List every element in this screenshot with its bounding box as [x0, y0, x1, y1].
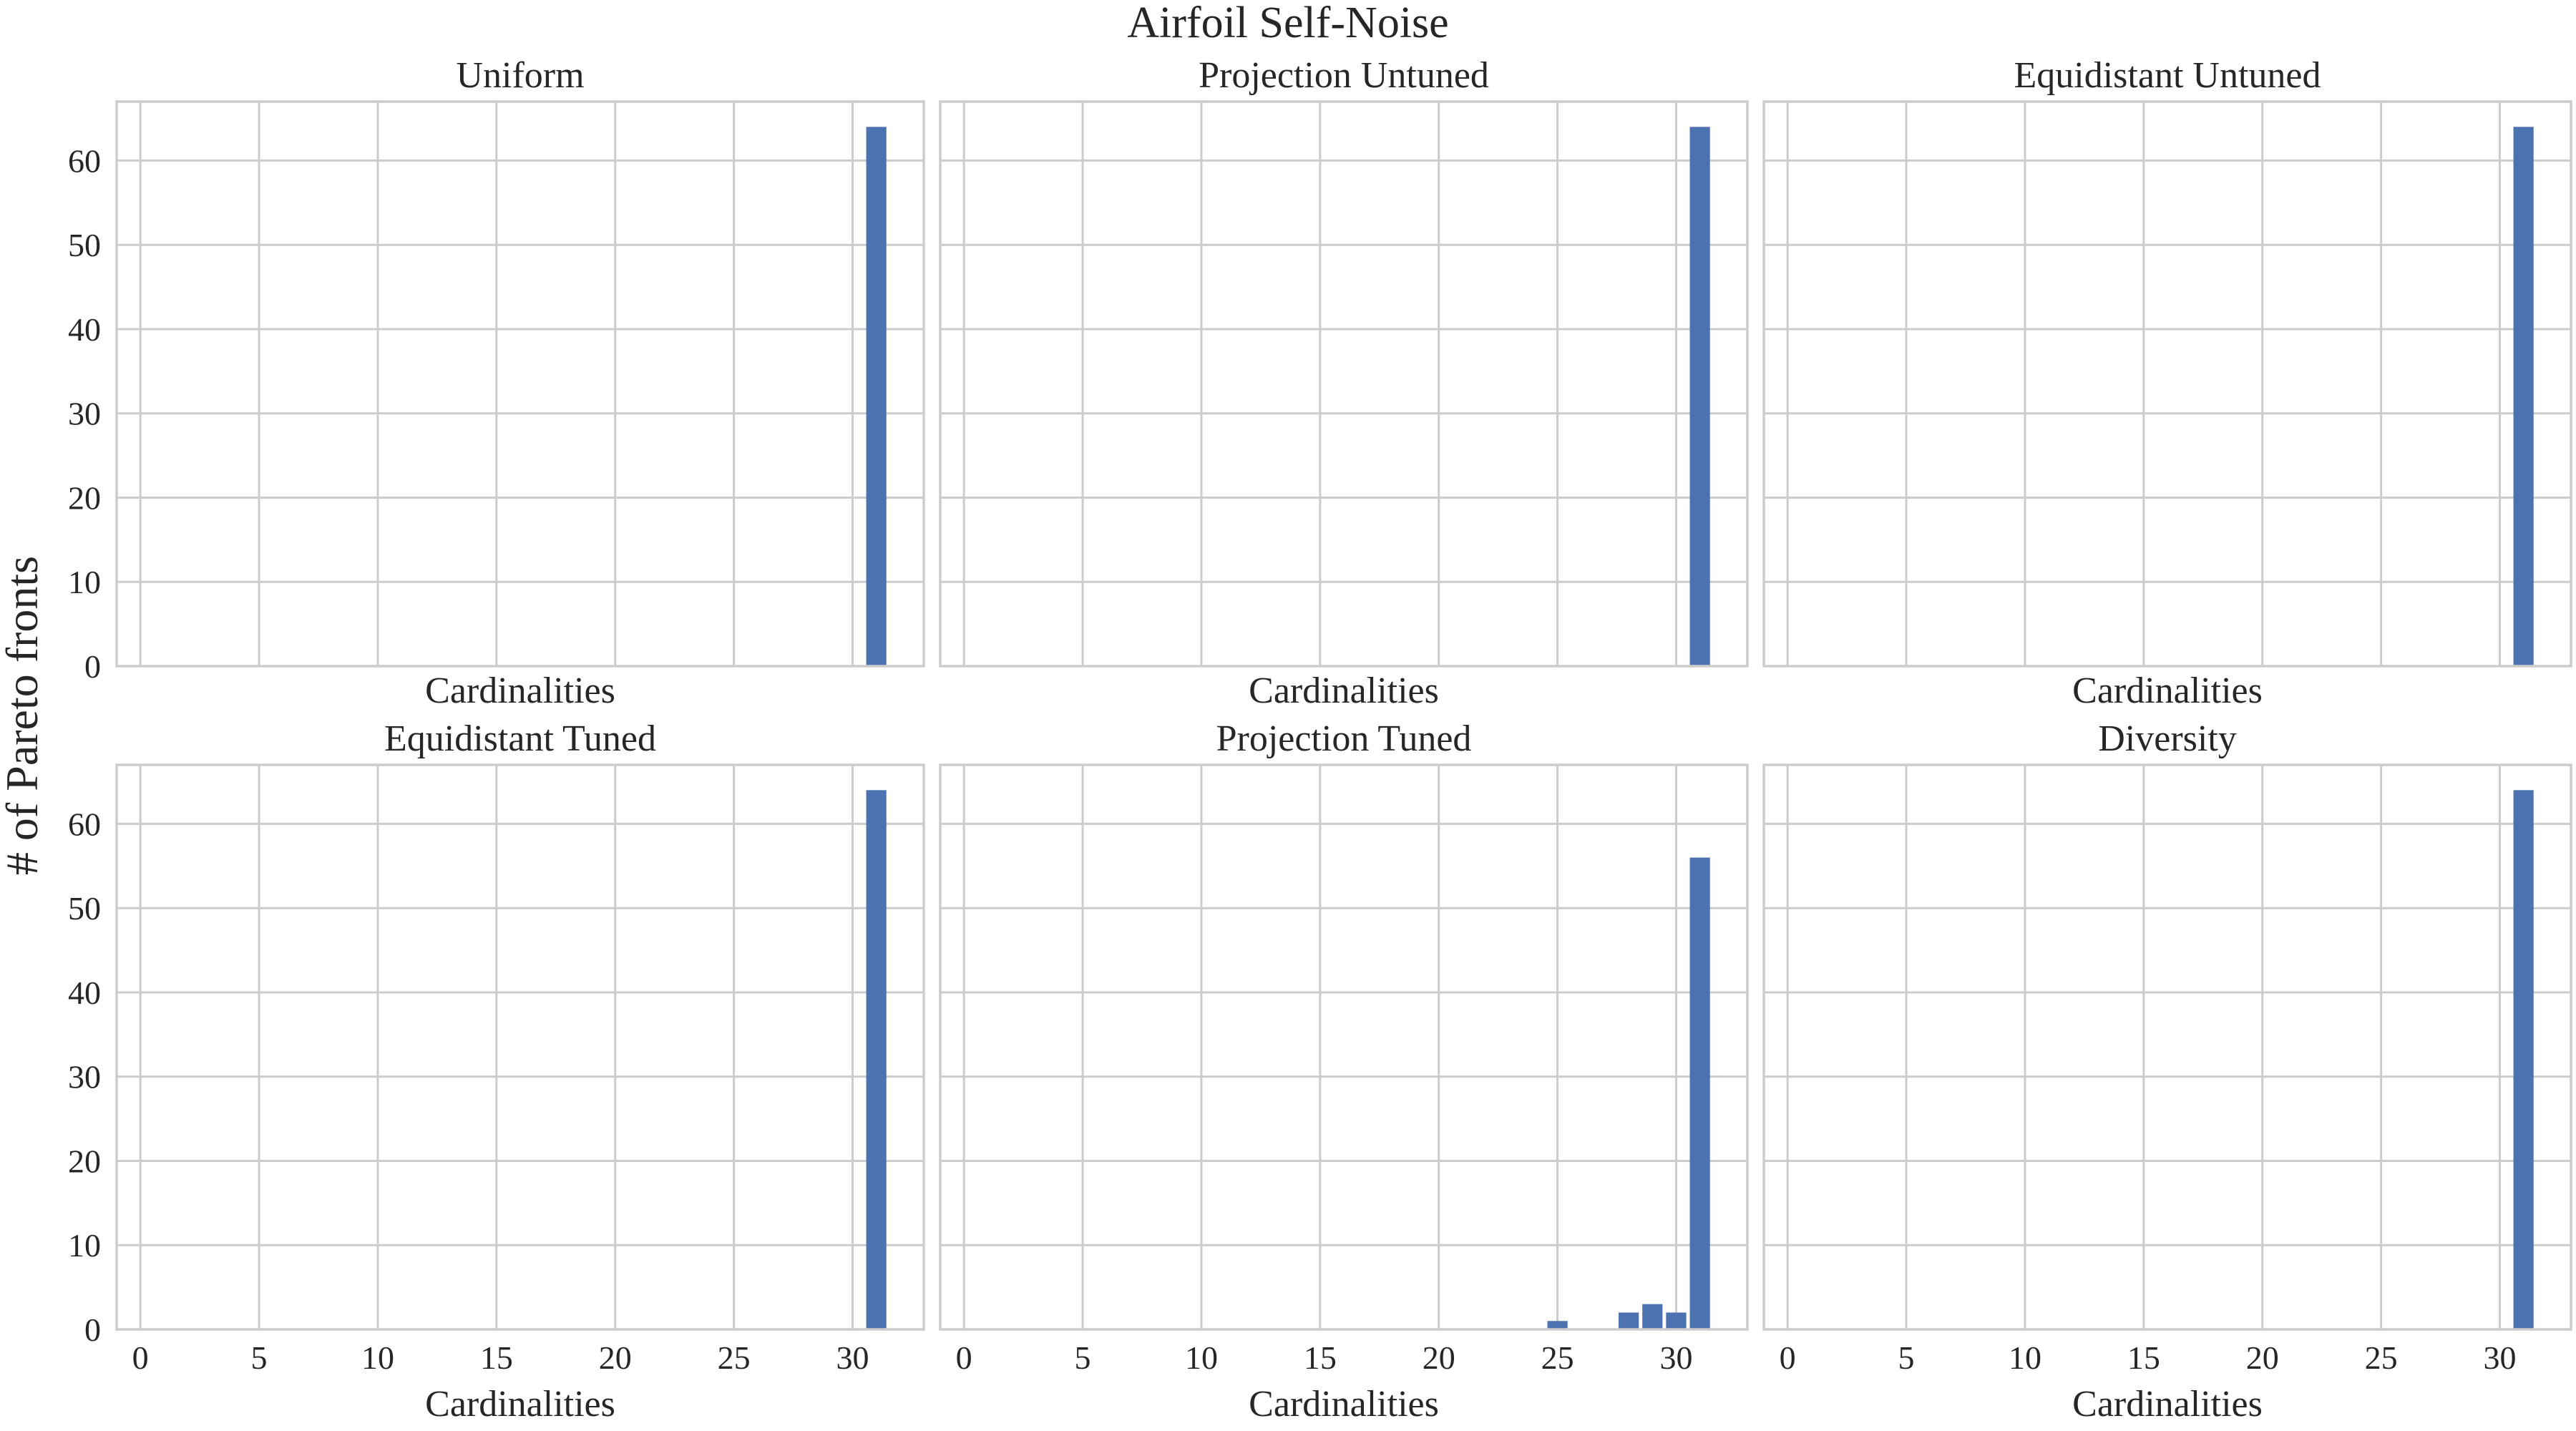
panel-title: Equidistant Tuned	[384, 718, 656, 759]
x-tick-label: 25	[718, 1339, 751, 1376]
y-tick-label: 40	[68, 311, 101, 348]
y-tick-label: 10	[68, 1227, 101, 1264]
x-tick-label: 0	[1780, 1339, 1796, 1376]
bar-uniform-x31	[866, 127, 887, 666]
x-tick-label: 5	[251, 1339, 268, 1376]
y-tick-label: 20	[68, 1143, 101, 1179]
panel-diversity: Diversity Cardinalities 0 5 10 15 20 25 30	[1762, 718, 2572, 1425]
x-tick-label: 10	[361, 1339, 394, 1376]
x-tick-label: 0	[956, 1339, 972, 1376]
panel-projection-untuned: Projection Untuned Cardinalities	[939, 55, 1749, 711]
y-tick-label: 0	[84, 1312, 101, 1348]
bar-projection-tuned-x28	[1619, 1312, 1639, 1329]
x-tick-label: 20	[599, 1339, 632, 1376]
x-tick-label: 20	[1423, 1339, 1455, 1376]
x-tick-label: 30	[836, 1339, 869, 1376]
x-tick-label: 30	[1659, 1339, 1692, 1376]
x-axis-label: Cardinalities	[1249, 670, 1439, 711]
x-axis-label: Cardinalities	[425, 670, 615, 711]
panel-uniform: Uniform Cardinalities 0 10 20 30 40 50 60	[68, 55, 925, 711]
panel-title: Projection Untuned	[1199, 55, 1489, 96]
x-tick-label: 30	[2483, 1339, 2516, 1376]
y-tick-label: 30	[68, 1059, 101, 1095]
panel-title: Equidistant Untuned	[2014, 55, 2321, 96]
axes-frame	[115, 100, 925, 668]
panel-title: Diversity	[2098, 718, 2237, 759]
y-tick-label: 40	[68, 975, 101, 1011]
y-tick-label: 10	[68, 564, 101, 600]
y-tick-label: 50	[68, 227, 101, 263]
x-axis-label: Cardinalities	[2072, 670, 2263, 711]
figure-title: Airfoil Self-Noise	[1127, 0, 1448, 47]
bar-diversity-x31	[2513, 790, 2534, 1329]
axes-frame	[115, 763, 925, 1331]
panels-container: UniformCardinalities0102030405060Project…	[68, 55, 2572, 1425]
bar-projection-tuned-x25	[1547, 1321, 1568, 1329]
x-tick-label: 25	[1541, 1339, 1574, 1376]
y-tick-label: 60	[68, 806, 101, 842]
bar-projection-tuned-x31	[1689, 857, 1710, 1329]
x-tick-label: 15	[480, 1339, 513, 1376]
bar-projection-untuned-x31	[1689, 127, 1710, 666]
y-tick-label: 60	[68, 142, 101, 179]
bar-equidistant-untuned-x31	[2513, 127, 2534, 666]
panel-title: Uniform	[456, 55, 584, 96]
panel-equidistant-tuned: Equidistant Tuned Cardinalities 0 10 20 30 40 5…	[68, 718, 925, 1425]
bar-projection-tuned-x29	[1642, 1304, 1663, 1329]
x-tick-label: 15	[2127, 1339, 2160, 1376]
x-tick-label: 10	[1185, 1339, 1218, 1376]
x-tick-label: 10	[2009, 1339, 2041, 1376]
x-axis-label: Cardinalities	[2072, 1384, 2263, 1425]
x-tick-label: 15	[1304, 1339, 1337, 1376]
axes-frame	[939, 763, 1749, 1331]
y-tick-label: 20	[68, 479, 101, 516]
x-tick-label: 0	[132, 1339, 149, 1376]
x-axis-label: Cardinalities	[1249, 1384, 1439, 1425]
x-axis-label: Cardinalities	[425, 1384, 615, 1425]
axes-frame	[1762, 763, 2572, 1331]
panel-equidistant-untuned: Equidistant Untuned Cardinalities	[1762, 55, 2572, 711]
x-tick-label: 5	[1075, 1339, 1091, 1376]
y-tick-label: 0	[84, 648, 101, 685]
axes-frame	[1762, 100, 2572, 668]
x-tick-label: 25	[2365, 1339, 2398, 1376]
bar-projection-tuned-x30	[1666, 1312, 1687, 1329]
panel-title: Projection Tuned	[1216, 718, 1472, 759]
bar-equidistant-tuned-x31	[866, 790, 887, 1329]
y-axis-label: # of Pareto fronts	[0, 556, 47, 875]
x-tick-label: 5	[1898, 1339, 1915, 1376]
y-tick-label: 30	[68, 396, 101, 432]
panel-projection-tuned: Projection Tuned Cardinalities 0 5 10 15 20 25 3…	[939, 718, 1749, 1425]
axes-frame	[939, 100, 1749, 668]
y-tick-label: 50	[68, 890, 101, 927]
x-tick-label: 20	[2246, 1339, 2279, 1376]
